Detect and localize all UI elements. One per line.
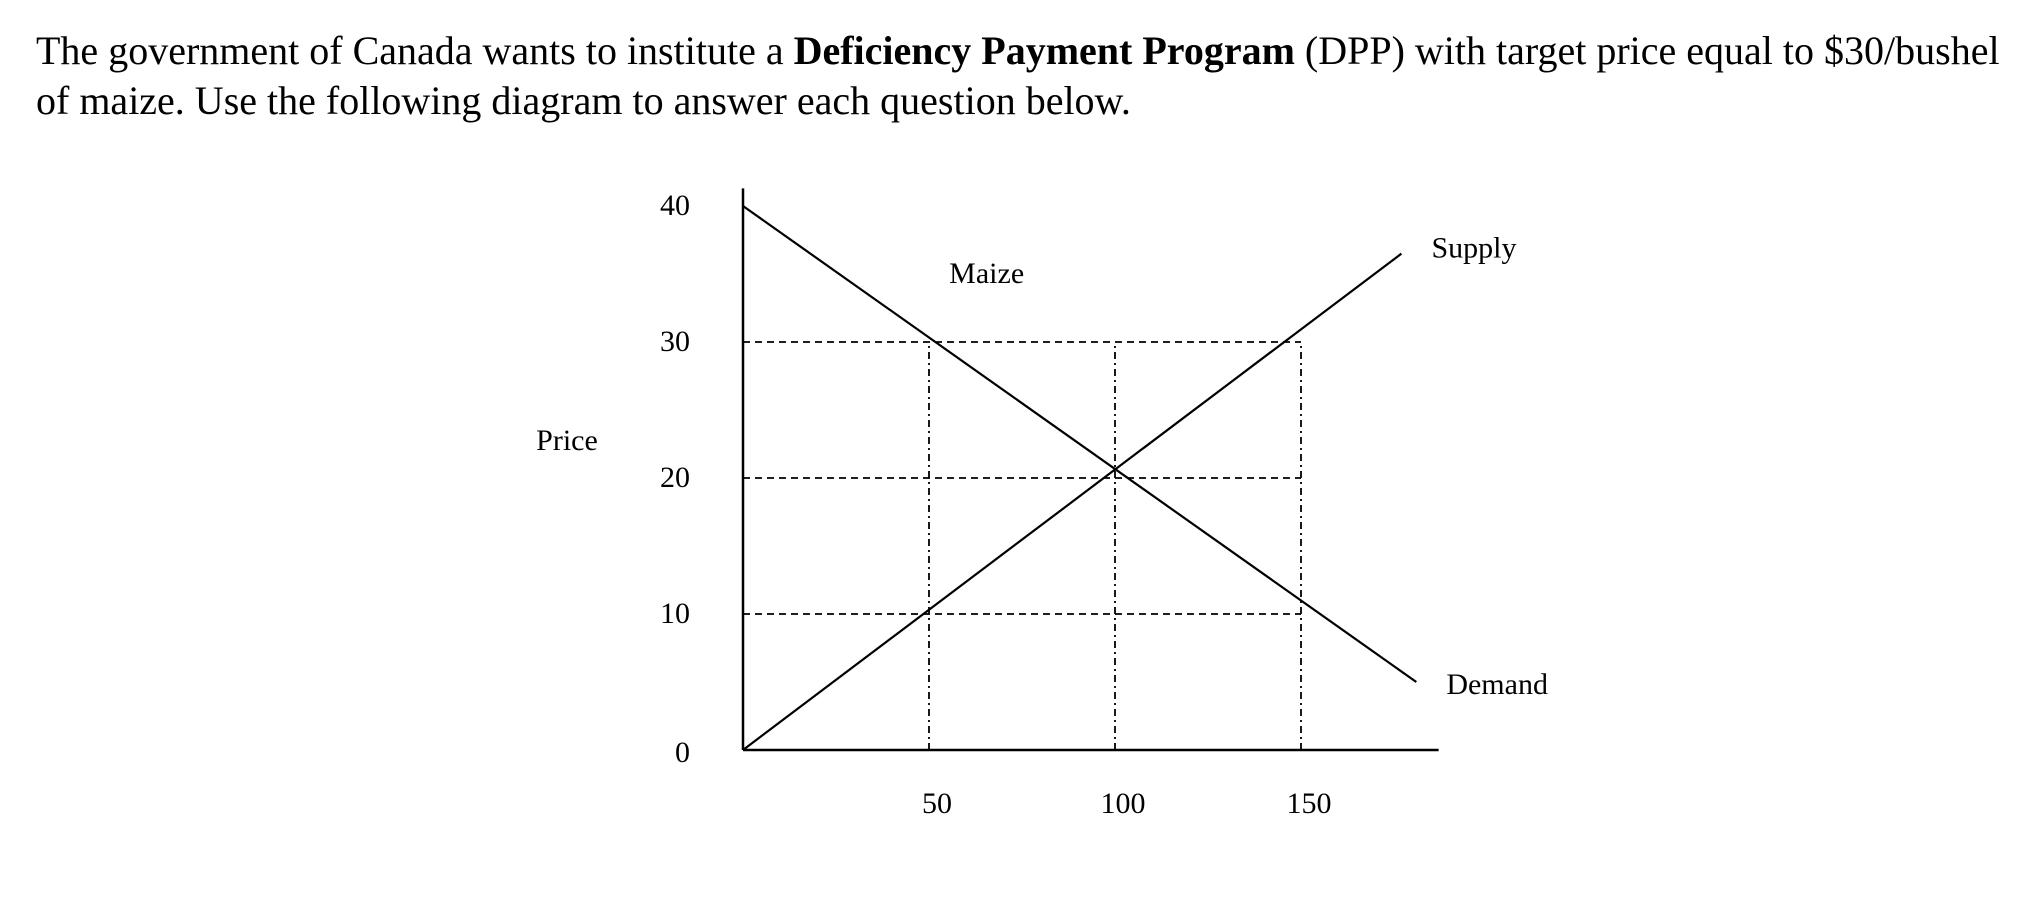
y-tick-label-30: 30: [660, 325, 690, 358]
x-tick-label-100: 100: [1101, 787, 1146, 820]
x-tick-label-150: 150: [1287, 787, 1332, 820]
series-labels: Supply Demand: [1431, 232, 1548, 701]
chart-title: Maize: [949, 257, 1024, 290]
demand-label: Demand: [1446, 668, 1548, 701]
chart-labels: Maize Price: [536, 257, 1024, 457]
x-tick-label-50: 50: [922, 787, 952, 820]
y-tick-labels: 0 10 20 30 40: [660, 189, 690, 769]
reference-lines: [743, 341, 1302, 750]
question-text-part1: The government of Canada wants to instit…: [36, 28, 794, 73]
x-tick-labels: 50 100 150: [922, 787, 1332, 820]
curves: [742, 205, 1417, 751]
question-text-part2: (DPP) with target price equal to $30/bus…: [36, 28, 2000, 123]
supply-curve: [742, 252, 1403, 751]
y-axis-label: Price: [536, 424, 598, 457]
y-tick-label-40: 40: [660, 189, 690, 222]
axes: [741, 188, 1439, 752]
y-tick-label-20: 20: [660, 461, 690, 494]
question-text: The government of Canada wants to instit…: [36, 26, 2016, 126]
y-tick-label-0: 0: [675, 736, 690, 769]
program-name: Deficiency Payment Program: [793, 28, 1295, 73]
y-tick-label-10: 10: [660, 597, 690, 630]
demand-curve: [742, 205, 1417, 683]
supply-label: Supply: [1431, 232, 1516, 265]
